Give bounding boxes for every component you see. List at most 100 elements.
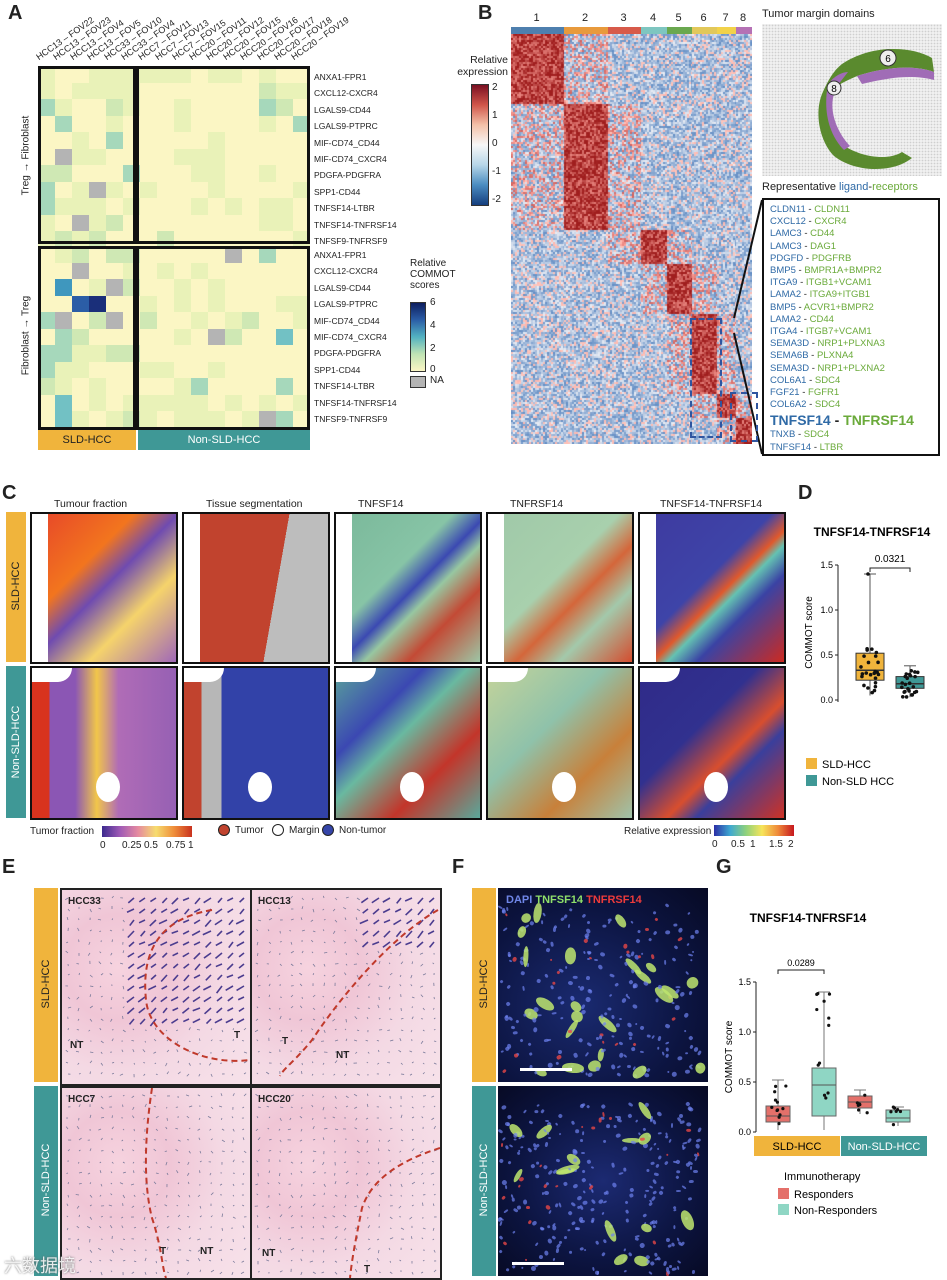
heat-cell [259,99,276,116]
flow-arrow [89,1051,94,1054]
flow-arrow [322,1260,325,1263]
flow-arrow [344,1150,347,1154]
if-cell [655,998,659,1003]
if-cell [689,1166,693,1171]
heat-cell [157,361,174,378]
row-label: CXCL12-CXCR4 [314,266,378,277]
flow-arrow [199,1227,201,1230]
if-cell [657,1046,660,1050]
flow-arrow [411,996,415,999]
flow-arrow [99,1170,102,1174]
ligand: SEMA6B [770,350,809,362]
c-row-non: Non-SLD-HCC [10,705,22,779]
panel-g-letter: G [716,856,732,878]
if-cell [627,1251,633,1257]
if-cell [640,952,644,956]
ligand: TNFSF14 [770,441,812,453]
flow-arrow [197,1238,201,1241]
flow-arrow [67,996,71,1000]
if-cell [590,1198,597,1205]
flow-arrow [411,1194,414,1197]
heat-cell [208,165,225,182]
flow-arrow [127,952,135,958]
if-cell [541,1108,546,1114]
flow-arrow [355,917,358,921]
d-point [905,676,910,681]
heat-cell [72,214,89,231]
flow-arrow [242,1204,245,1207]
flow-arrow [164,1150,168,1152]
if-cell [582,1191,587,1195]
if-cell [681,1144,685,1149]
c-row-sld: SLD-HCC [10,561,22,611]
flow-arrow [312,1238,315,1241]
flow-arrow [166,1117,168,1121]
flow-arrow [100,1018,104,1021]
heat-cell [276,312,293,329]
heat-cell [140,361,157,378]
flow-arrow [353,1093,358,1097]
heat-cell [259,115,276,132]
row-label: MIF-CD74_CXCR4 [314,154,387,164]
flow-arrow [323,974,326,977]
flow-arrow [188,1150,191,1154]
c-title: Tumour fraction [54,498,128,510]
flow-arrow [219,1271,223,1275]
flow-arrow [382,941,391,948]
flow-arrow [127,963,135,969]
if-cell [528,1051,533,1056]
flow-arrow [78,1182,82,1185]
cluster-number: 5 [675,12,682,24]
flow-arrow [175,1149,179,1152]
flow-arrow [111,1126,114,1130]
cluster-color [511,27,564,34]
flow-arrow [299,1051,303,1053]
heat-cell [174,165,191,182]
if-cell [548,1136,552,1140]
flow-arrow [177,1214,181,1218]
flow-arrow [111,1150,114,1154]
heat-cell [191,82,208,99]
flow-arrow [242,1106,245,1109]
if-cell [695,1143,701,1149]
flow-arrow [67,1038,71,1042]
heat-cell [208,82,225,99]
flow-arrow [232,1128,235,1132]
d-legend-label: SLD-HCC [822,759,871,771]
flow-arrow [377,950,380,954]
if-cell [635,1119,639,1124]
flow-arrow [186,1271,190,1276]
flow-arrow [399,984,402,987]
flow-arrow [210,1269,215,1273]
heat-cell [55,394,72,411]
flow-arrow [109,929,113,932]
if-cell [656,1110,663,1117]
he-sample-label: HCC7 [68,1094,96,1105]
heat-cell [89,246,106,263]
flow-arrow [166,1049,170,1053]
flow-arrow [268,1018,272,1022]
flow-arrow [378,1017,381,1020]
flow-arrow [256,1193,259,1196]
cluster-number: 4 [650,12,657,24]
if-cell [567,907,573,912]
flow-arrow [290,1194,294,1199]
heat-cell [242,361,259,378]
he-region-tag: NT [200,1246,214,1257]
flow-arrow [279,963,282,967]
heat-cell [225,411,242,428]
if-cell [644,960,658,975]
flow-arrow [268,1248,272,1251]
heat-cell [55,312,72,329]
flow-arrow [266,1205,270,1208]
if-cell [501,1194,507,1201]
flow-arrow [232,1204,235,1207]
if-cell [585,995,592,1003]
flow-arrow [389,1260,392,1263]
flow-arrow [171,985,179,992]
flow-arrow [332,1215,336,1218]
if-cell [502,927,508,932]
flow-arrow [221,1205,224,1209]
if-cell [524,1258,528,1262]
flow-arrow [356,1260,358,1264]
